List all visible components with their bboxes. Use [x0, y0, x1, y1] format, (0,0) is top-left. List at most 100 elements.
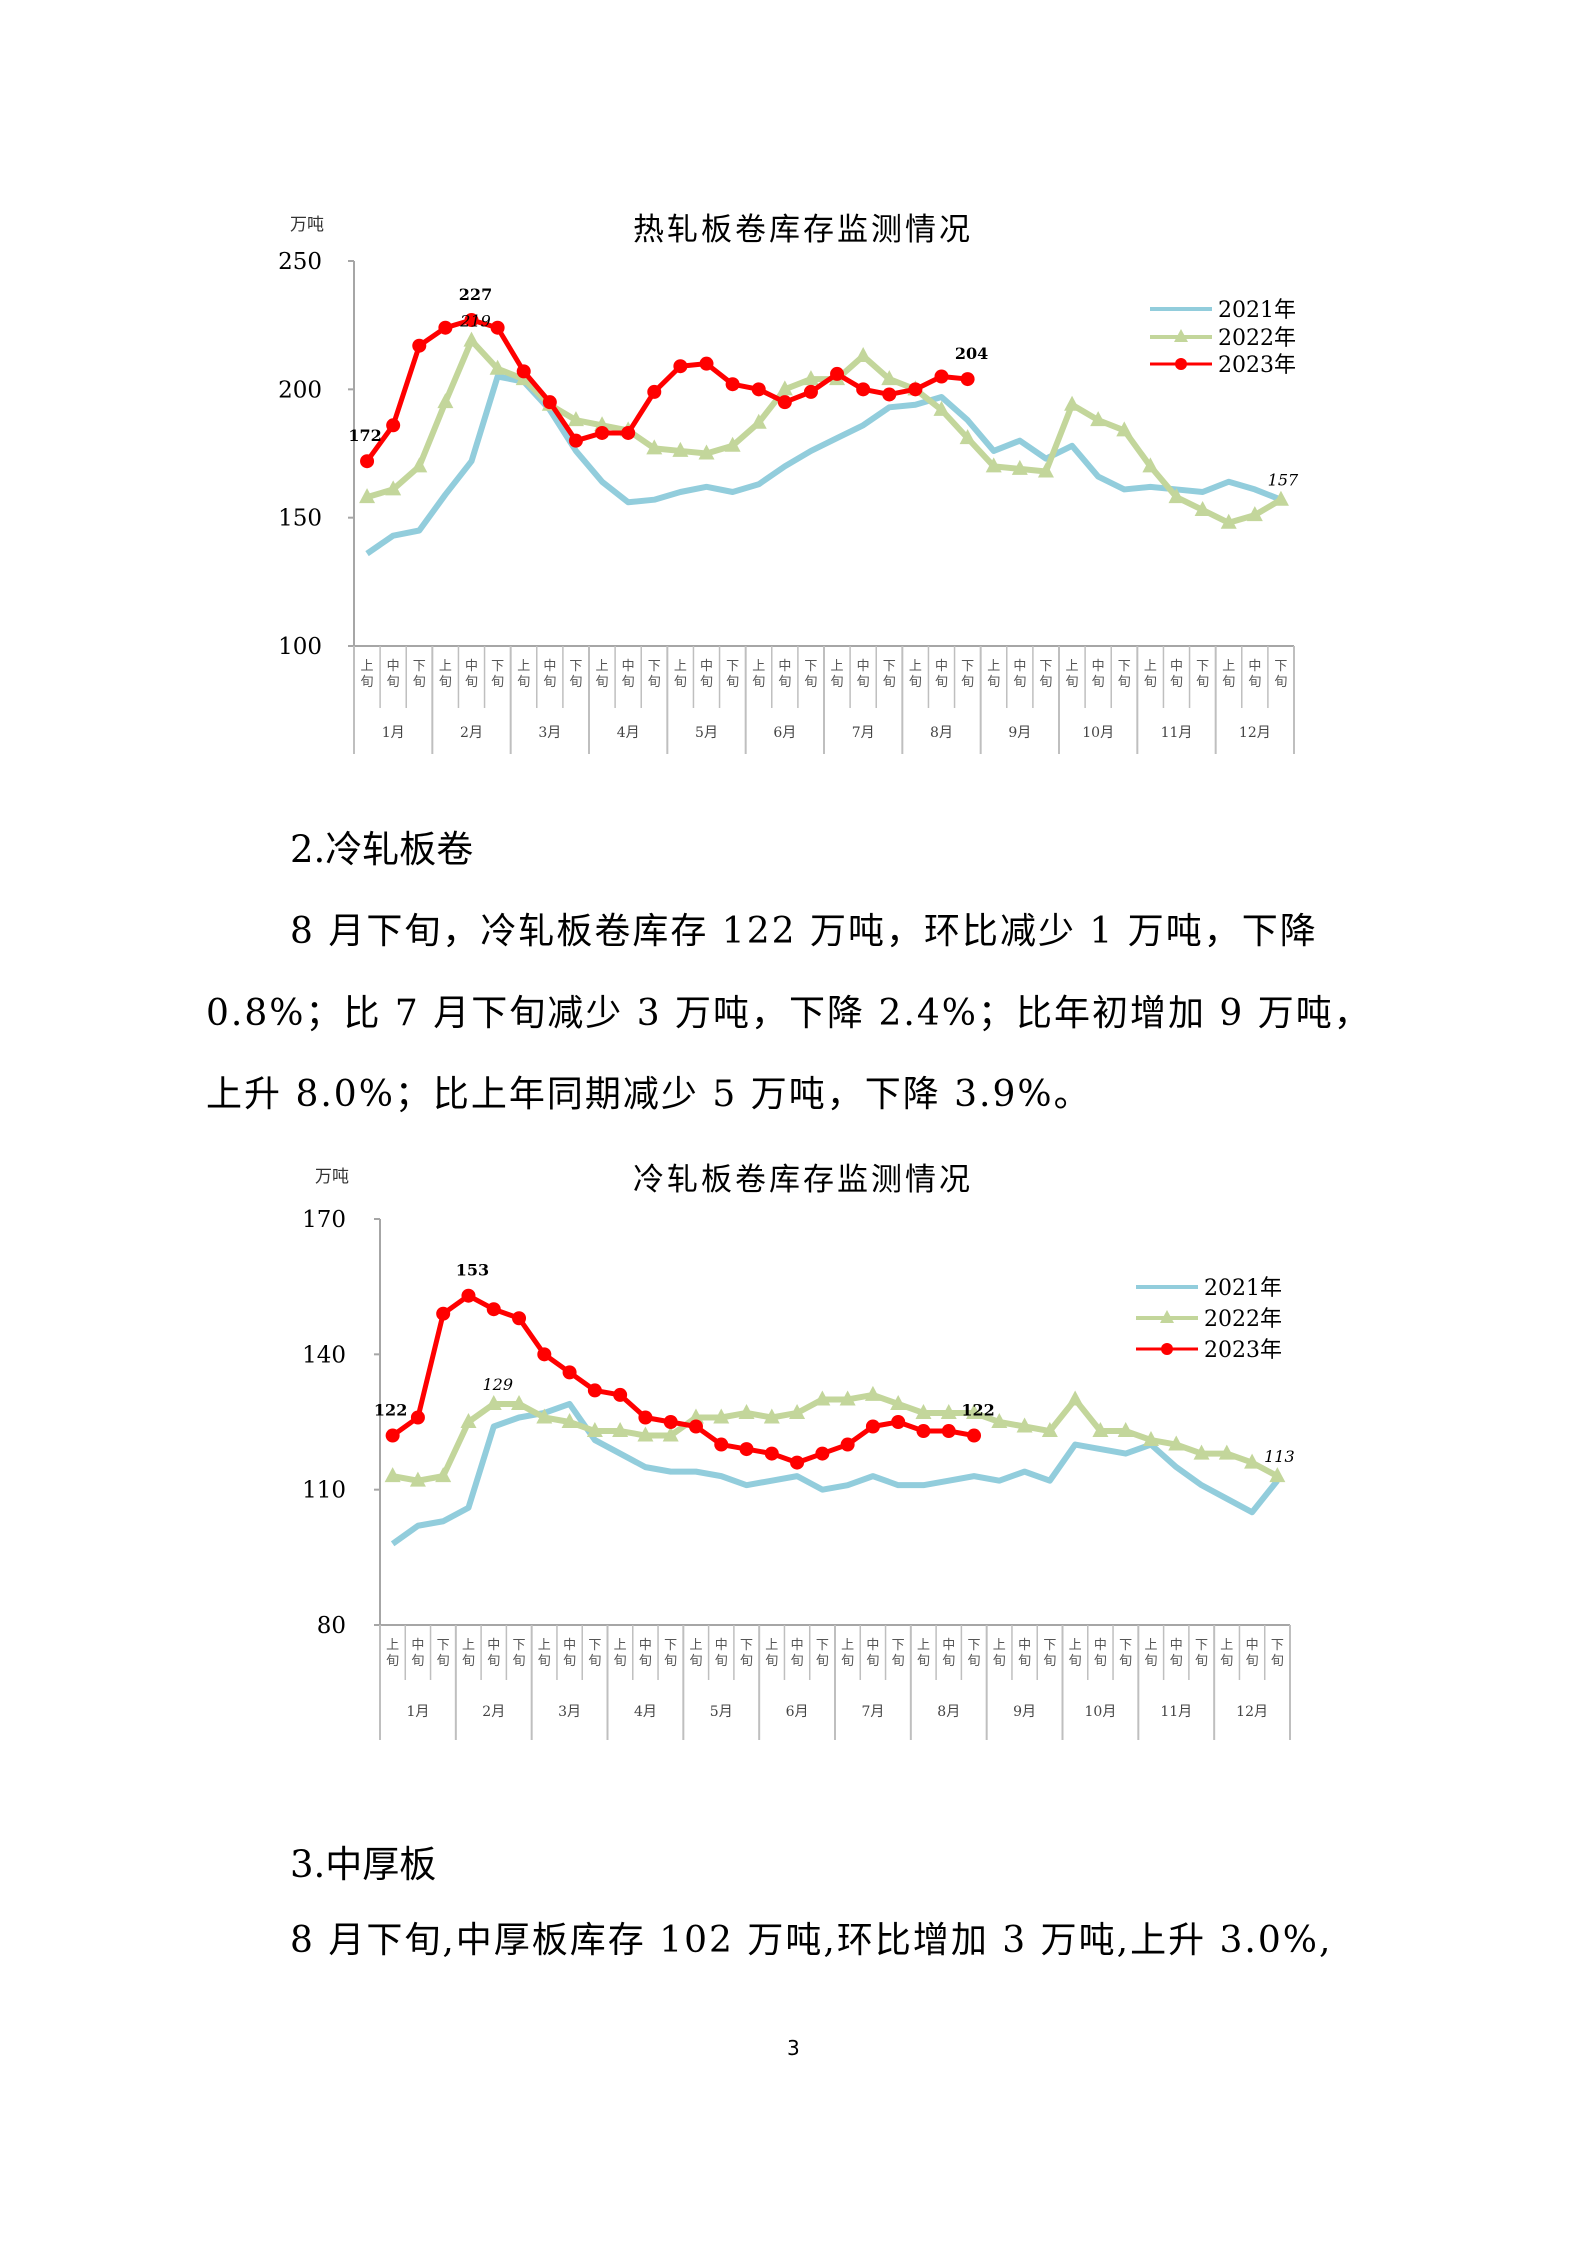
data-point	[1041, 1422, 1058, 1438]
x-tick-label-period: 下旬	[1195, 1638, 1208, 1669]
data-point	[463, 331, 480, 347]
data-point	[750, 413, 767, 429]
paragraph-line: 0.8%；比 7 月下旬减少 3 万吨，下降 2.4%；比年初增加 9 万吨，	[206, 993, 1372, 1034]
data-point	[662, 1426, 679, 1442]
data-point	[1090, 411, 1107, 427]
x-tick-label-period: 下旬	[726, 659, 739, 690]
x-tick-label-period: 中旬	[1094, 1638, 1107, 1669]
data-point	[803, 384, 818, 399]
x-tick-label-period: 上旬	[1144, 659, 1157, 690]
x-tick-label-period: 中旬	[1170, 1638, 1183, 1669]
x-tick-label-period: 中旬	[543, 659, 556, 690]
data-label: 227	[459, 285, 492, 304]
data-point	[562, 1365, 577, 1380]
data-point	[1011, 459, 1028, 475]
data-point	[536, 1408, 553, 1424]
x-tick-label-period: 下旬	[804, 659, 817, 690]
x-tick-label-period: 中旬	[791, 1638, 804, 1669]
legend-marker	[1160, 1310, 1174, 1323]
data-label: 172	[348, 426, 381, 445]
x-tick-label-period: 下旬	[892, 1638, 905, 1669]
x-tick-label-period: 下旬	[740, 1638, 753, 1669]
data-point	[688, 1419, 703, 1434]
data-point	[1220, 513, 1237, 529]
x-tick-label-period: 下旬	[648, 659, 661, 690]
x-tick-label-period: 中旬	[622, 659, 635, 690]
data-point	[865, 1419, 880, 1434]
data-point	[777, 395, 792, 410]
hot-rolled-inventory-chart: 万吨 热轧板卷库存监测情况100150200250上旬中旬下旬上旬中旬下旬上旬中旬…	[278, 212, 1299, 754]
x-tick-label-month: 1月	[382, 725, 405, 741]
data-point	[646, 439, 663, 455]
x-tick-label-period: 上旬	[993, 1638, 1006, 1669]
x-tick-label-period: 下旬	[1043, 1638, 1056, 1669]
x-tick-label-month: 5月	[710, 1704, 733, 1720]
data-point	[1016, 1417, 1033, 1433]
x-tick-label-month: 9月	[1008, 725, 1031, 741]
x-tick-label-period: 下旬	[491, 659, 504, 690]
x-tick-label-period: 上旬	[1066, 659, 1079, 690]
data-label: 122	[374, 1401, 407, 1420]
data-point	[637, 1426, 654, 1442]
x-tick-label-month: 7月	[861, 1704, 884, 1720]
data-point	[967, 1428, 982, 1443]
x-tick-label-period: 下旬	[1274, 659, 1287, 690]
x-tick-label-period: 中旬	[700, 659, 713, 690]
data-point	[412, 338, 427, 353]
data-point	[966, 1403, 983, 1419]
x-tick-label-month: 1月	[406, 1704, 429, 1720]
x-tick-label-period: 下旬	[816, 1638, 829, 1669]
paragraph-line: 8 月下旬,中厚板库存 102 万吨,环比增加 3 万吨,上升 3.0%,	[290, 1920, 1333, 1961]
legend-marker	[1174, 329, 1188, 342]
x-tick-label-period: 中旬	[942, 1638, 955, 1669]
x-tick-label-period: 中旬	[866, 1638, 879, 1669]
x-tick-label-period: 下旬	[968, 1638, 981, 1669]
data-point	[933, 400, 950, 416]
x-tick-label-period: 上旬	[841, 1638, 854, 1669]
legend-marker	[1175, 358, 1187, 370]
x-tick-label-month: 5月	[695, 725, 718, 741]
data-point	[613, 1387, 628, 1402]
x-tick-label-period: 上旬	[439, 659, 452, 690]
data-point	[384, 1467, 401, 1483]
x-tick-label-period: 下旬	[883, 659, 896, 690]
y-tick-label: 80	[317, 1613, 346, 1639]
legend-label: 2022年	[1218, 326, 1296, 351]
x-tick-label-period: 中旬	[1018, 1638, 1031, 1669]
data-point	[915, 1403, 932, 1419]
data-point	[724, 436, 741, 452]
x-tick-label-period: 上旬	[752, 659, 765, 690]
data-point	[1218, 1444, 1235, 1460]
data-point	[647, 384, 662, 399]
x-tick-label-month: 4月	[634, 1704, 657, 1720]
x-tick-label-period: 上旬	[1144, 1638, 1157, 1669]
data-point	[567, 411, 584, 427]
data-point	[385, 1428, 400, 1443]
data-point	[960, 372, 975, 387]
data-label: 122	[961, 1401, 994, 1420]
data-point	[460, 1413, 477, 1428]
data-point	[916, 1424, 931, 1439]
data-point	[1064, 395, 1081, 411]
cold-rolled-inventory-chart: 万吨 冷轧板卷库存监测情况80110140170上旬中旬下旬上旬中旬下旬上旬中旬下…	[302, 1162, 1295, 1740]
x-tick-label-period: 下旬	[1118, 659, 1131, 690]
data-point	[1246, 506, 1263, 522]
x-tick-label-month: 8月	[930, 725, 953, 741]
x-tick-label-period: 下旬	[1271, 1638, 1284, 1669]
x-tick-label-month: 6月	[773, 725, 796, 741]
data-point	[830, 366, 845, 381]
y-tick-label: 250	[278, 249, 322, 275]
page-number: 3	[787, 2036, 800, 2060]
x-tick-label-period: 上旬	[917, 1638, 930, 1669]
x-tick-label-period: 上旬	[1222, 659, 1235, 690]
y-tick-label: 110	[302, 1478, 346, 1504]
data-point	[360, 454, 375, 469]
x-tick-label-month: 6月	[786, 1704, 809, 1720]
series-line-2021年	[390, 1400, 1280, 1547]
data-point	[891, 1415, 906, 1429]
x-tick-label-month: 9月	[1013, 1704, 1036, 1720]
x-tick-label-period: 上旬	[462, 1638, 475, 1669]
data-point	[672, 441, 689, 457]
data-point	[864, 1385, 881, 1401]
series-line-2023年	[391, 1293, 975, 1466]
